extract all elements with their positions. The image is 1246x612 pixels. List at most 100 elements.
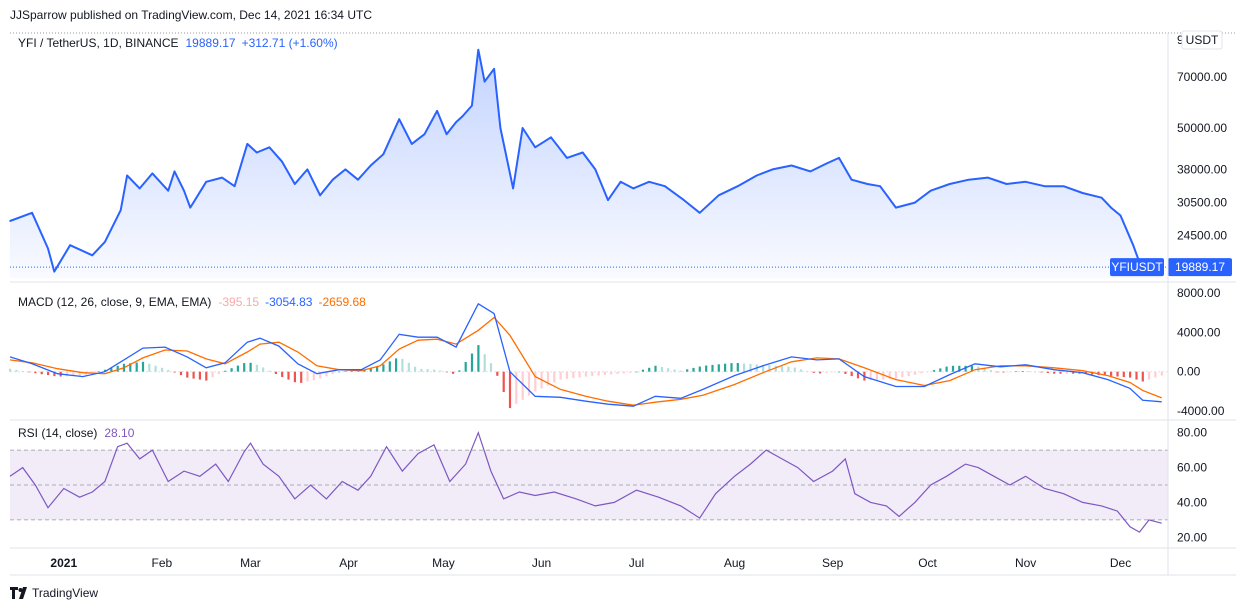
- footer-brand[interactable]: TradingView: [10, 586, 98, 600]
- rsi-band-fill: [10, 450, 1168, 520]
- macd-histogram-bar: [211, 371, 214, 378]
- macd-histogram-bar: [660, 367, 663, 372]
- macd-histogram-bar: [312, 371, 315, 381]
- macd-histogram-bar: [717, 364, 720, 372]
- macd-histogram-bar: [1129, 371, 1132, 378]
- macd-histogram-bar: [736, 363, 739, 372]
- macd-histogram-bar: [806, 371, 809, 372]
- macd-histogram-bar: [951, 365, 955, 372]
- price-point: [183, 189, 185, 192]
- price-point: [683, 199, 685, 201]
- macd-histogram-bar: [401, 358, 404, 372]
- macd-histogram-bar: [679, 370, 682, 372]
- macd-histogram-bar: [1103, 371, 1106, 376]
- price-point: [294, 183, 296, 185]
- price-point: [648, 181, 650, 183]
- price-point: [790, 164, 793, 167]
- macd-histogram-bar: [692, 367, 695, 372]
- time-tick-label: Jun: [532, 556, 551, 570]
- macd-histogram-bar: [217, 371, 220, 374]
- time-tick-label: Sep: [822, 556, 844, 570]
- time-tick-label: Oct: [918, 556, 937, 570]
- macd-histogram-bar: [970, 365, 973, 372]
- macd-histogram-bar: [926, 371, 929, 373]
- tradingview-logo-icon: [10, 587, 27, 599]
- macd-histogram-bar: [730, 363, 733, 372]
- price-point: [138, 187, 141, 190]
- macd-histogram-bar: [945, 366, 948, 372]
- macd-histogram-bar: [743, 363, 746, 372]
- price-point: [344, 168, 347, 171]
- rsi-legend-name: RSI (14, close): [18, 426, 97, 440]
- price-point: [268, 146, 271, 149]
- macd-histogram-bar: [439, 370, 442, 372]
- macd-histogram-bar: [47, 371, 50, 376]
- macd-histogram-bar: [781, 366, 784, 372]
- time-tick-label: Feb: [152, 556, 173, 570]
- macd-histogram-bar: [135, 362, 138, 372]
- price-point: [461, 115, 464, 118]
- macd-histogram-bar: [1046, 371, 1049, 373]
- macd-legend-name: MACD (12, 26, close, 9, EMA, EMA): [18, 295, 211, 309]
- macd-histogram-bar: [338, 371, 341, 373]
- macd-histogram-bar: [274, 371, 277, 374]
- macd-histogram-bar: [205, 371, 208, 381]
- macd-histogram-bar: [395, 358, 398, 372]
- macd-histogram-bar: [319, 371, 322, 379]
- macd-histogram-bar: [939, 368, 942, 372]
- macd-histogram-bar: [496, 371, 499, 376]
- macd-histogram-bar: [591, 371, 594, 377]
- macd-histogram-bar: [414, 366, 417, 372]
- macd-tick-label: 0.00: [1177, 365, 1201, 379]
- macd-histogram-bar: [1015, 371, 1018, 372]
- macd-histogram-bar: [584, 371, 587, 377]
- time-tick-label: 2021: [50, 556, 77, 570]
- macd-histogram-bar: [388, 361, 391, 372]
- macd-histogram-bar: [470, 353, 474, 372]
- price-point: [1024, 181, 1027, 183]
- macd-histogram-bar: [856, 371, 860, 379]
- currency-label: USDT: [1186, 33, 1219, 47]
- macd-histogram-bar: [110, 367, 113, 372]
- macd-histogram-bar: [920, 371, 923, 374]
- price-point: [436, 110, 438, 112]
- price-legend-last: 19889.17: [186, 36, 236, 50]
- price-point: [1081, 192, 1084, 194]
- price-point: [331, 178, 334, 181]
- macd-histogram-bar: [1034, 371, 1037, 373]
- macd-histogram-bar: [1148, 371, 1151, 380]
- macd-histogram-bar: [654, 365, 657, 372]
- price-point: [423, 133, 426, 135]
- macd-histogram-bar: [477, 345, 480, 372]
- price-point: [445, 133, 448, 135]
- price-point: [717, 194, 720, 197]
- macd-histogram-bar: [521, 371, 524, 400]
- price-point: [986, 176, 989, 179]
- macd-histogram-bar: [831, 371, 834, 373]
- macd-histogram-bar: [1084, 371, 1087, 374]
- price-point: [119, 209, 122, 211]
- price-point: [698, 212, 701, 214]
- symbol-tag-label: YFIUSDT: [1111, 260, 1163, 274]
- macd-histogram-bar: [622, 371, 625, 374]
- macd-histogram-bar: [350, 371, 353, 372]
- price-point: [167, 189, 169, 192]
- price-point: [1110, 206, 1112, 209]
- macd-histogram-bar: [932, 370, 936, 372]
- macd-histogram-bar: [907, 371, 910, 376]
- price-point: [69, 244, 71, 246]
- price-point: [233, 185, 236, 187]
- price-point: [1100, 196, 1103, 199]
- macd-histogram-bar: [527, 371, 531, 396]
- macd-histogram-bar: [331, 371, 334, 374]
- price-point: [471, 104, 473, 107]
- macd-histogram-bar: [369, 368, 372, 372]
- last-price-tag: [1168, 258, 1232, 277]
- price-point: [1119, 214, 1122, 217]
- macd-histogram-bar: [426, 369, 429, 372]
- macd-histogram-bar: [15, 369, 18, 372]
- price-point: [369, 164, 372, 167]
- macd-histogram-bar: [129, 363, 132, 372]
- macd-histogram-bar: [502, 371, 505, 392]
